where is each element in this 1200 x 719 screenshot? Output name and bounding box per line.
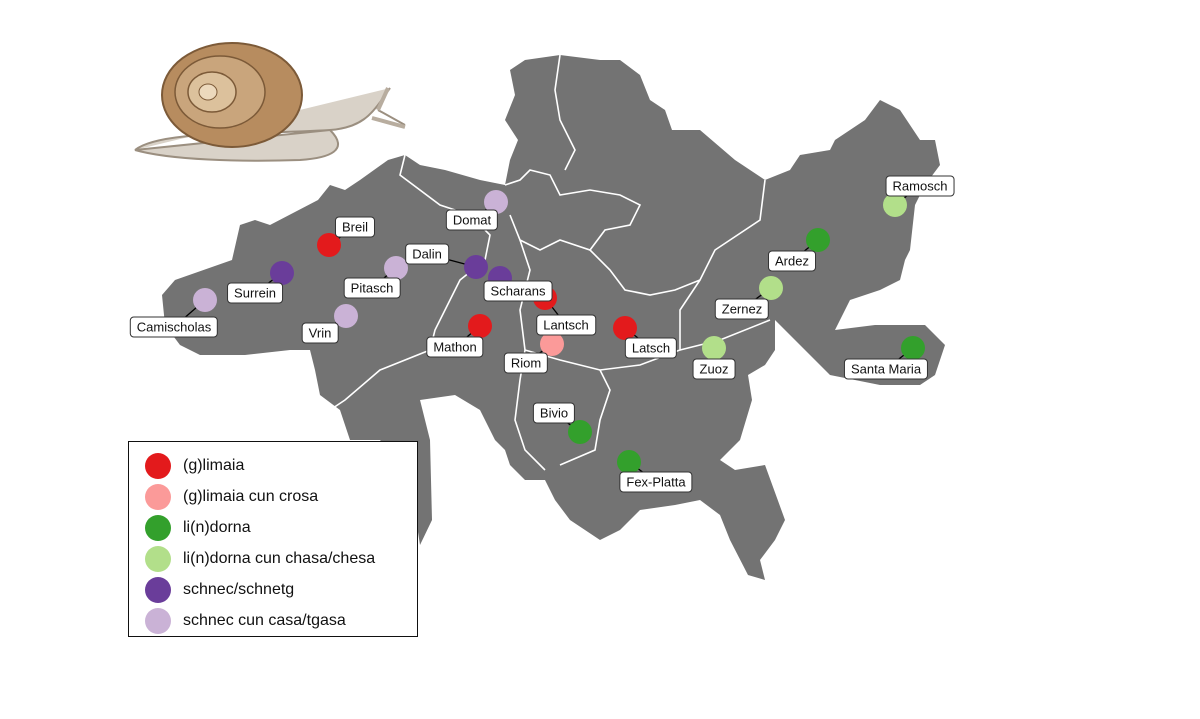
district-borders — [329, 54, 771, 471]
place-marker[interactable] — [759, 276, 783, 300]
legend-swatch — [145, 576, 171, 603]
place-label: Zernez — [714, 298, 770, 320]
place-label: Fex-Platta — [619, 471, 693, 493]
place-marker[interactable] — [193, 288, 217, 312]
legend-label: (g)limaia cun crosa — [183, 487, 319, 505]
place-marker[interactable] — [806, 228, 830, 252]
legend-label: li(n)dorna — [183, 518, 251, 536]
place-label: Latsch — [624, 337, 678, 359]
legend-item: (g)limaia — [145, 450, 417, 481]
place-label: Ardez — [768, 250, 816, 272]
place-label: Lantsch — [536, 314, 596, 336]
snail-illustration — [134, 42, 406, 162]
place-marker[interactable] — [270, 261, 294, 285]
place-label: Vrin — [301, 322, 339, 344]
place-label: Riom — [503, 352, 549, 374]
place-label: Breil — [334, 216, 376, 238]
place-label: Ramosch — [885, 175, 955, 197]
place-marker[interactable] — [540, 332, 564, 356]
place-label: Camischolas — [129, 316, 219, 338]
place-label: Scharans — [483, 280, 553, 302]
legend-swatch — [145, 514, 171, 541]
place-marker[interactable] — [617, 450, 641, 474]
legend-label: (g)limaia — [183, 456, 245, 474]
legend-item: li(n)dorna — [145, 512, 417, 543]
place-marker[interactable] — [613, 316, 637, 340]
place-label: Dalin — [405, 243, 449, 265]
legend-label: li(n)dorna cun chasa/chesa — [183, 549, 376, 567]
place-marker[interactable] — [568, 420, 592, 444]
place-label: Mathon — [426, 336, 484, 358]
place-label: Bivio — [532, 402, 576, 424]
place-label: Santa Maria — [843, 358, 929, 380]
legend-swatch — [145, 607, 171, 634]
legend-swatch — [145, 483, 171, 510]
legend-item: schnec cun casa/tgasa — [145, 605, 417, 636]
legend-label: schnec cun casa/tgasa — [183, 611, 346, 629]
legend-item: schnec/schnetg — [145, 574, 417, 605]
place-label: Pitasch — [343, 277, 401, 299]
legend: (g)limaia (g)limaia cun crosa li(n)dorna li… — [128, 441, 418, 637]
place-label: Zuoz — [692, 358, 736, 380]
legend-item: li(n)dorna cun chasa/chesa — [145, 543, 417, 574]
place-label: Surrein — [227, 282, 283, 304]
place-marker[interactable] — [702, 336, 726, 360]
place-marker[interactable] — [484, 190, 508, 214]
place-marker[interactable] — [317, 233, 341, 257]
legend-item: (g)limaia cun crosa — [145, 481, 417, 512]
place-marker[interactable] — [464, 255, 488, 279]
place-label: Domat — [445, 209, 499, 231]
legend-swatch — [145, 452, 171, 479]
place-marker[interactable] — [334, 304, 358, 328]
place-marker[interactable] — [901, 336, 925, 360]
legend-swatch — [145, 545, 171, 572]
legend-label: schnec/schnetg — [183, 580, 295, 598]
place-marker[interactable] — [384, 256, 408, 280]
place-marker[interactable] — [468, 314, 492, 338]
place-marker[interactable] — [883, 193, 907, 217]
